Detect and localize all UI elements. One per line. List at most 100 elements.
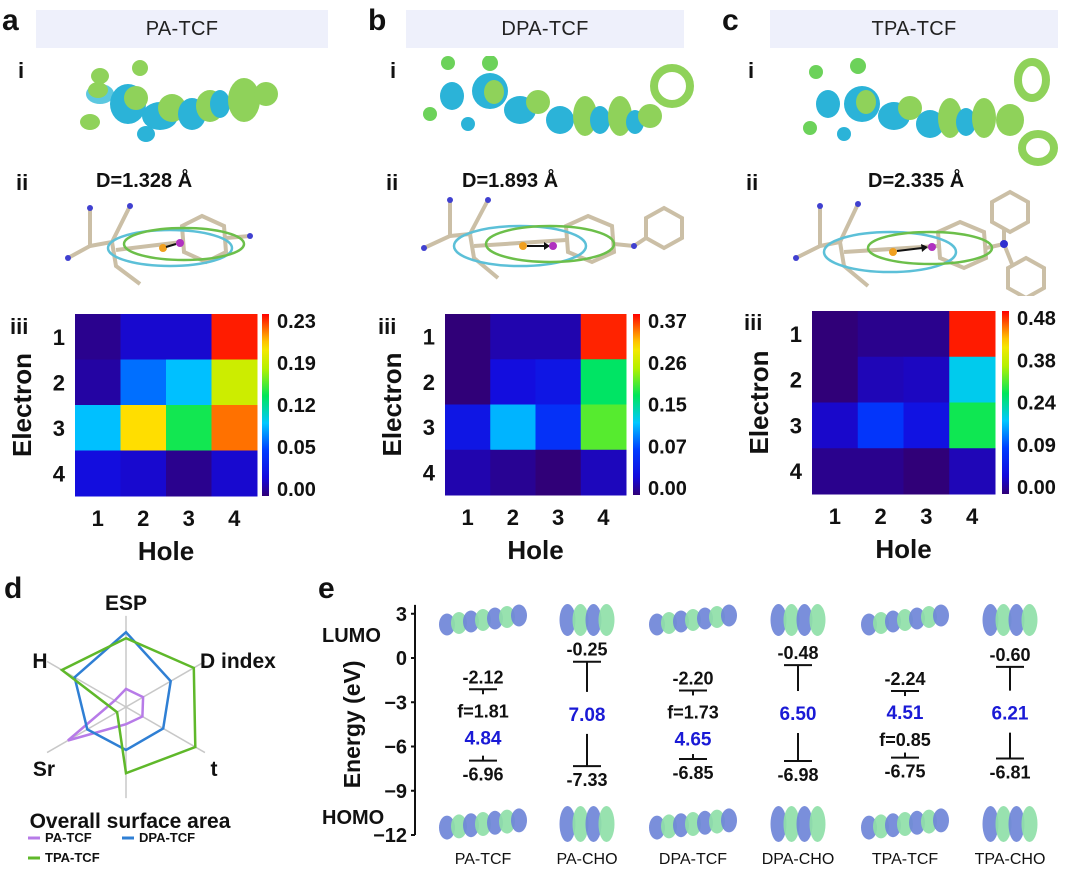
heatmap-pa-tcf-cell-r2-c1 [75, 359, 121, 406]
heatmap-pa-tcf-colorbar-tick: 0.12 [277, 395, 316, 417]
tpa-cho-lumo-orbital-icon [982, 604, 1038, 636]
heatmap-pa-tcf-cell-r2-c3 [166, 359, 212, 406]
heatmap-tpa-tcf-colorbar-tick: 0.48 [1017, 308, 1056, 330]
heatmap-tpa-tcf-cell-r2-c1 [812, 356, 859, 403]
heatmap-dpa-tcf-colorbar-tick: 0.00 [648, 478, 687, 500]
heatmap-pa-tcf: 1 2 3 4 1 2 3 4 Hole Electron 0.23 0.19 0.12 0.05 0.00 [7, 311, 316, 566]
tpa-cho-gap-value: 6.21 [992, 704, 1029, 725]
panel-a-title: PA-TCF [36, 10, 328, 48]
dpa-tcf-gap-value: 4.65 [675, 729, 712, 750]
panel-a-charge-centroid-icon [65, 203, 253, 286]
heatmap-pa-tcf-y-tick: 2 [53, 370, 65, 395]
panel-b-letter: b [368, 4, 387, 37]
radar-axis-label: t [211, 758, 218, 781]
heatmap-dpa-tcf-cell-r1-c2 [490, 314, 536, 360]
hole-ellipsoid [452, 224, 588, 268]
heatmap-dpa-tcf-y-tick: 3 [423, 415, 435, 440]
heatmap-dpa-tcf-x-tick: 2 [507, 505, 519, 530]
heatmap-dpa-tcf-cell-r2-c1 [445, 359, 491, 405]
hole-centroid [519, 242, 527, 250]
heatmap-dpa-tcf-cell-r1-c3 [535, 314, 582, 360]
hole-ellipsoid [822, 230, 958, 274]
heatmap-tpa-tcf-cell-r1-c1 [812, 311, 859, 358]
radar-axis-label: ESP [105, 592, 147, 615]
dpa-tcf-lumo-value: -2.20 [672, 668, 713, 688]
radar-series-pa-tcf [67, 687, 145, 742]
energy-y-tick-label: −12 [373, 825, 407, 847]
dpa-tcf-lumo-orbital-icon [649, 604, 737, 636]
heatmap-pa-tcf-colorbar [262, 314, 269, 496]
electron-centroid [176, 239, 184, 247]
heatmap-dpa-tcf-cell-r4-c1 [445, 449, 491, 496]
panel-e-letter: e [318, 572, 335, 605]
pa-cho-lumo-orbital-icon [559, 604, 615, 636]
tpa-cho-category-label: TPA-CHO [975, 851, 1046, 868]
heatmap-dpa-tcf-y-tick: 4 [423, 460, 436, 485]
heatmap-tpa-tcf: 1 2 3 4 1 2 3 4 Hole Electron 0.48 0.38 0.24 0.09 0.00 [744, 308, 1057, 564]
hole-centroid [159, 244, 167, 252]
isosurface-lobes [803, 58, 1058, 166]
heatmap-pa-tcf-x-tick: 1 [92, 506, 104, 531]
legend-label-pa-tcf: PA-TCF [45, 830, 92, 845]
electron-ellipsoid [122, 226, 246, 262]
heatmap-dpa-tcf-y-tick: 2 [423, 370, 435, 395]
pa-tcf-gap-value: 4.84 [465, 728, 502, 749]
pa-cho-category-label: PA-CHO [556, 851, 617, 868]
heatmap-pa-tcf-cell-r1-c2 [120, 314, 167, 360]
heatmap-dpa-tcf-colorbar-tick: 0.37 [648, 311, 687, 333]
heatmap-dpa-tcf-cell-r4-c4 [580, 449, 627, 496]
heatmap-dpa-tcf-x-tick: 1 [462, 505, 474, 530]
panel-c-letter: c [722, 4, 739, 37]
heatmap-pa-tcf-y-tick: 3 [53, 416, 65, 441]
heatmap-pa-tcf-x-tick: 4 [228, 506, 241, 531]
heatmap-tpa-tcf-x-tick: 2 [875, 504, 887, 529]
heatmap-tpa-tcf-cell-r4-c3 [903, 448, 950, 495]
heatmap-tpa-tcf-x-tick: 4 [966, 504, 979, 529]
pa-cho-homo-value: -7.33 [566, 770, 607, 790]
heatmap-tpa-tcf-cell-r1-c3 [903, 311, 950, 358]
heatmap-tpa-tcf-colorbar [1002, 311, 1009, 494]
heatmap-tpa-tcf-cell-r4-c1 [812, 448, 859, 495]
dpa-tcf-category-label: DPA-TCF [659, 851, 727, 868]
tpa-tcf-category-label: TPA-TCF [872, 851, 939, 868]
heatmap-pa-tcf-cell-r4-c1 [75, 450, 121, 497]
pa-cho-lumo-value: -0.25 [566, 640, 607, 660]
heatmap-dpa-tcf-x-tick: 4 [597, 505, 610, 530]
panel-b-roman-iii: iii [378, 314, 397, 339]
heatmap-tpa-tcf-cell-r2-c4 [949, 356, 996, 403]
hole-centroid [889, 248, 897, 256]
heatmap-pa-tcf-colorbar-tick: 0.23 [277, 311, 316, 333]
panel-c-title: TPA-TCF [770, 10, 1058, 48]
heatmap-dpa-tcf-cell-r3-c4 [580, 404, 627, 451]
heatmap-tpa-tcf-cell-r3-c2 [857, 402, 904, 449]
heatmap-pa-tcf-colorbar-tick: 0.05 [277, 437, 316, 459]
heatmap-dpa-tcf-cell-r1-c4 [580, 314, 627, 360]
dpa-cho-homo-orbital-icon [770, 806, 826, 842]
heatmap-tpa-tcf-y-tick: 1 [790, 322, 802, 347]
heatmap-tpa-tcf-y-tick: 2 [790, 368, 802, 393]
heatmap-pa-tcf-x-axis-label: Hole [138, 536, 194, 566]
pa-tcf-lumo-orbital-icon [439, 604, 527, 636]
heatmap-pa-tcf-y-axis-label: Electron [7, 353, 37, 457]
panel-c-distance-label: D=2.335 Å [868, 170, 965, 192]
tpa-tcf-homo-orbital-icon [861, 808, 949, 840]
dpa-cho-lumo-orbital-icon [770, 604, 826, 636]
heatmap-tpa-tcf-colorbar-tick: 0.00 [1017, 477, 1056, 499]
heatmap-dpa-tcf-cell-r2-c2 [490, 359, 536, 405]
heatmap-dpa-tcf-cell-r2-c4 [580, 359, 627, 405]
panel-b-roman-i: i [390, 58, 397, 83]
heatmap-dpa-tcf-cell-r1-c1 [445, 314, 491, 360]
radar-axis-label: D index [200, 650, 276, 673]
pa-tcf-category-label: PA-TCF [455, 851, 512, 868]
heatmap-pa-tcf-colorbar-tick: 0.19 [277, 353, 316, 375]
heatmap-pa-tcf-cell-r2-c4 [211, 359, 258, 406]
tpa-tcf-lumo-orbital-icon [861, 604, 949, 636]
pa-cho-homo-orbital-icon [559, 806, 615, 842]
heatmap-dpa-tcf-cell-r2-c3 [535, 359, 582, 405]
electron-centroid [928, 243, 936, 251]
molecule-skeleton [67, 205, 251, 286]
energy-level-diagram: 3 0 −3 −6 −9 −12 Energy (eV) LUMO HOMO -2.12 -6.96… [322, 604, 1046, 868]
panel-a-orbital-isosurface-icon [80, 60, 278, 142]
dpa-cho-lumo-value: -0.48 [777, 643, 818, 663]
energy-y-axis-label: Energy (eV) [339, 660, 365, 788]
